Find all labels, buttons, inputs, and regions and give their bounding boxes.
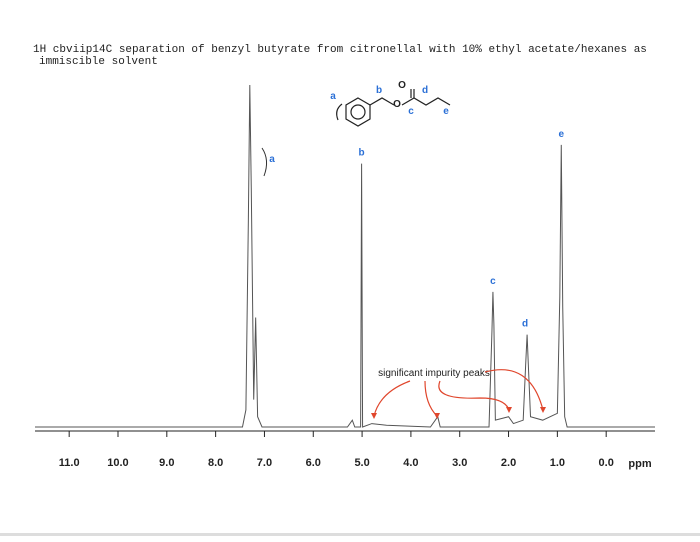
x-tick-label: 5.0 [354,457,369,469]
x-tick-label: 2.0 [501,457,516,469]
arrow-head [434,413,440,419]
peak-label: c [490,276,496,287]
arrow-head [540,407,546,413]
title-line: 1H cbviip14C separation of benzyl butyra… [33,44,647,56]
structure-label: O [398,80,406,91]
x-tick-label: 3.0 [452,457,467,469]
x-tick-label: 0.0 [599,457,614,469]
title-line: immiscible solvent [39,56,158,68]
x-tick-label: 8.0 [208,457,223,469]
x-tick-label: 7.0 [257,457,272,469]
structure-label: O [393,99,401,110]
structure-label: d [422,85,428,96]
structure-label: c [408,106,414,117]
x-tick-label: 6.0 [306,457,321,469]
x-tick-label: 4.0 [403,457,418,469]
peak-label: a [269,154,275,165]
peak-label: e [558,129,564,140]
scan-edge [0,533,700,536]
bracket [261,147,268,177]
arrow-head [506,407,512,413]
structure [336,89,451,127]
x-axis-label: ppm [628,458,651,470]
arrow-head [371,413,377,419]
x-tick-label: 1.0 [550,457,565,469]
peak-label: b [359,148,365,159]
structure-label: a [330,91,336,102]
annotation: significant impurity peaks [378,368,490,379]
spectrum-line [35,84,655,428]
x-tick-label: 11.0 [59,457,80,469]
peak-label: d [522,319,528,330]
x-tick-label: 9.0 [159,457,174,469]
structure-label: e [443,106,449,117]
x-tick-label: 10.0 [107,457,128,469]
structure-label: b [376,85,382,96]
